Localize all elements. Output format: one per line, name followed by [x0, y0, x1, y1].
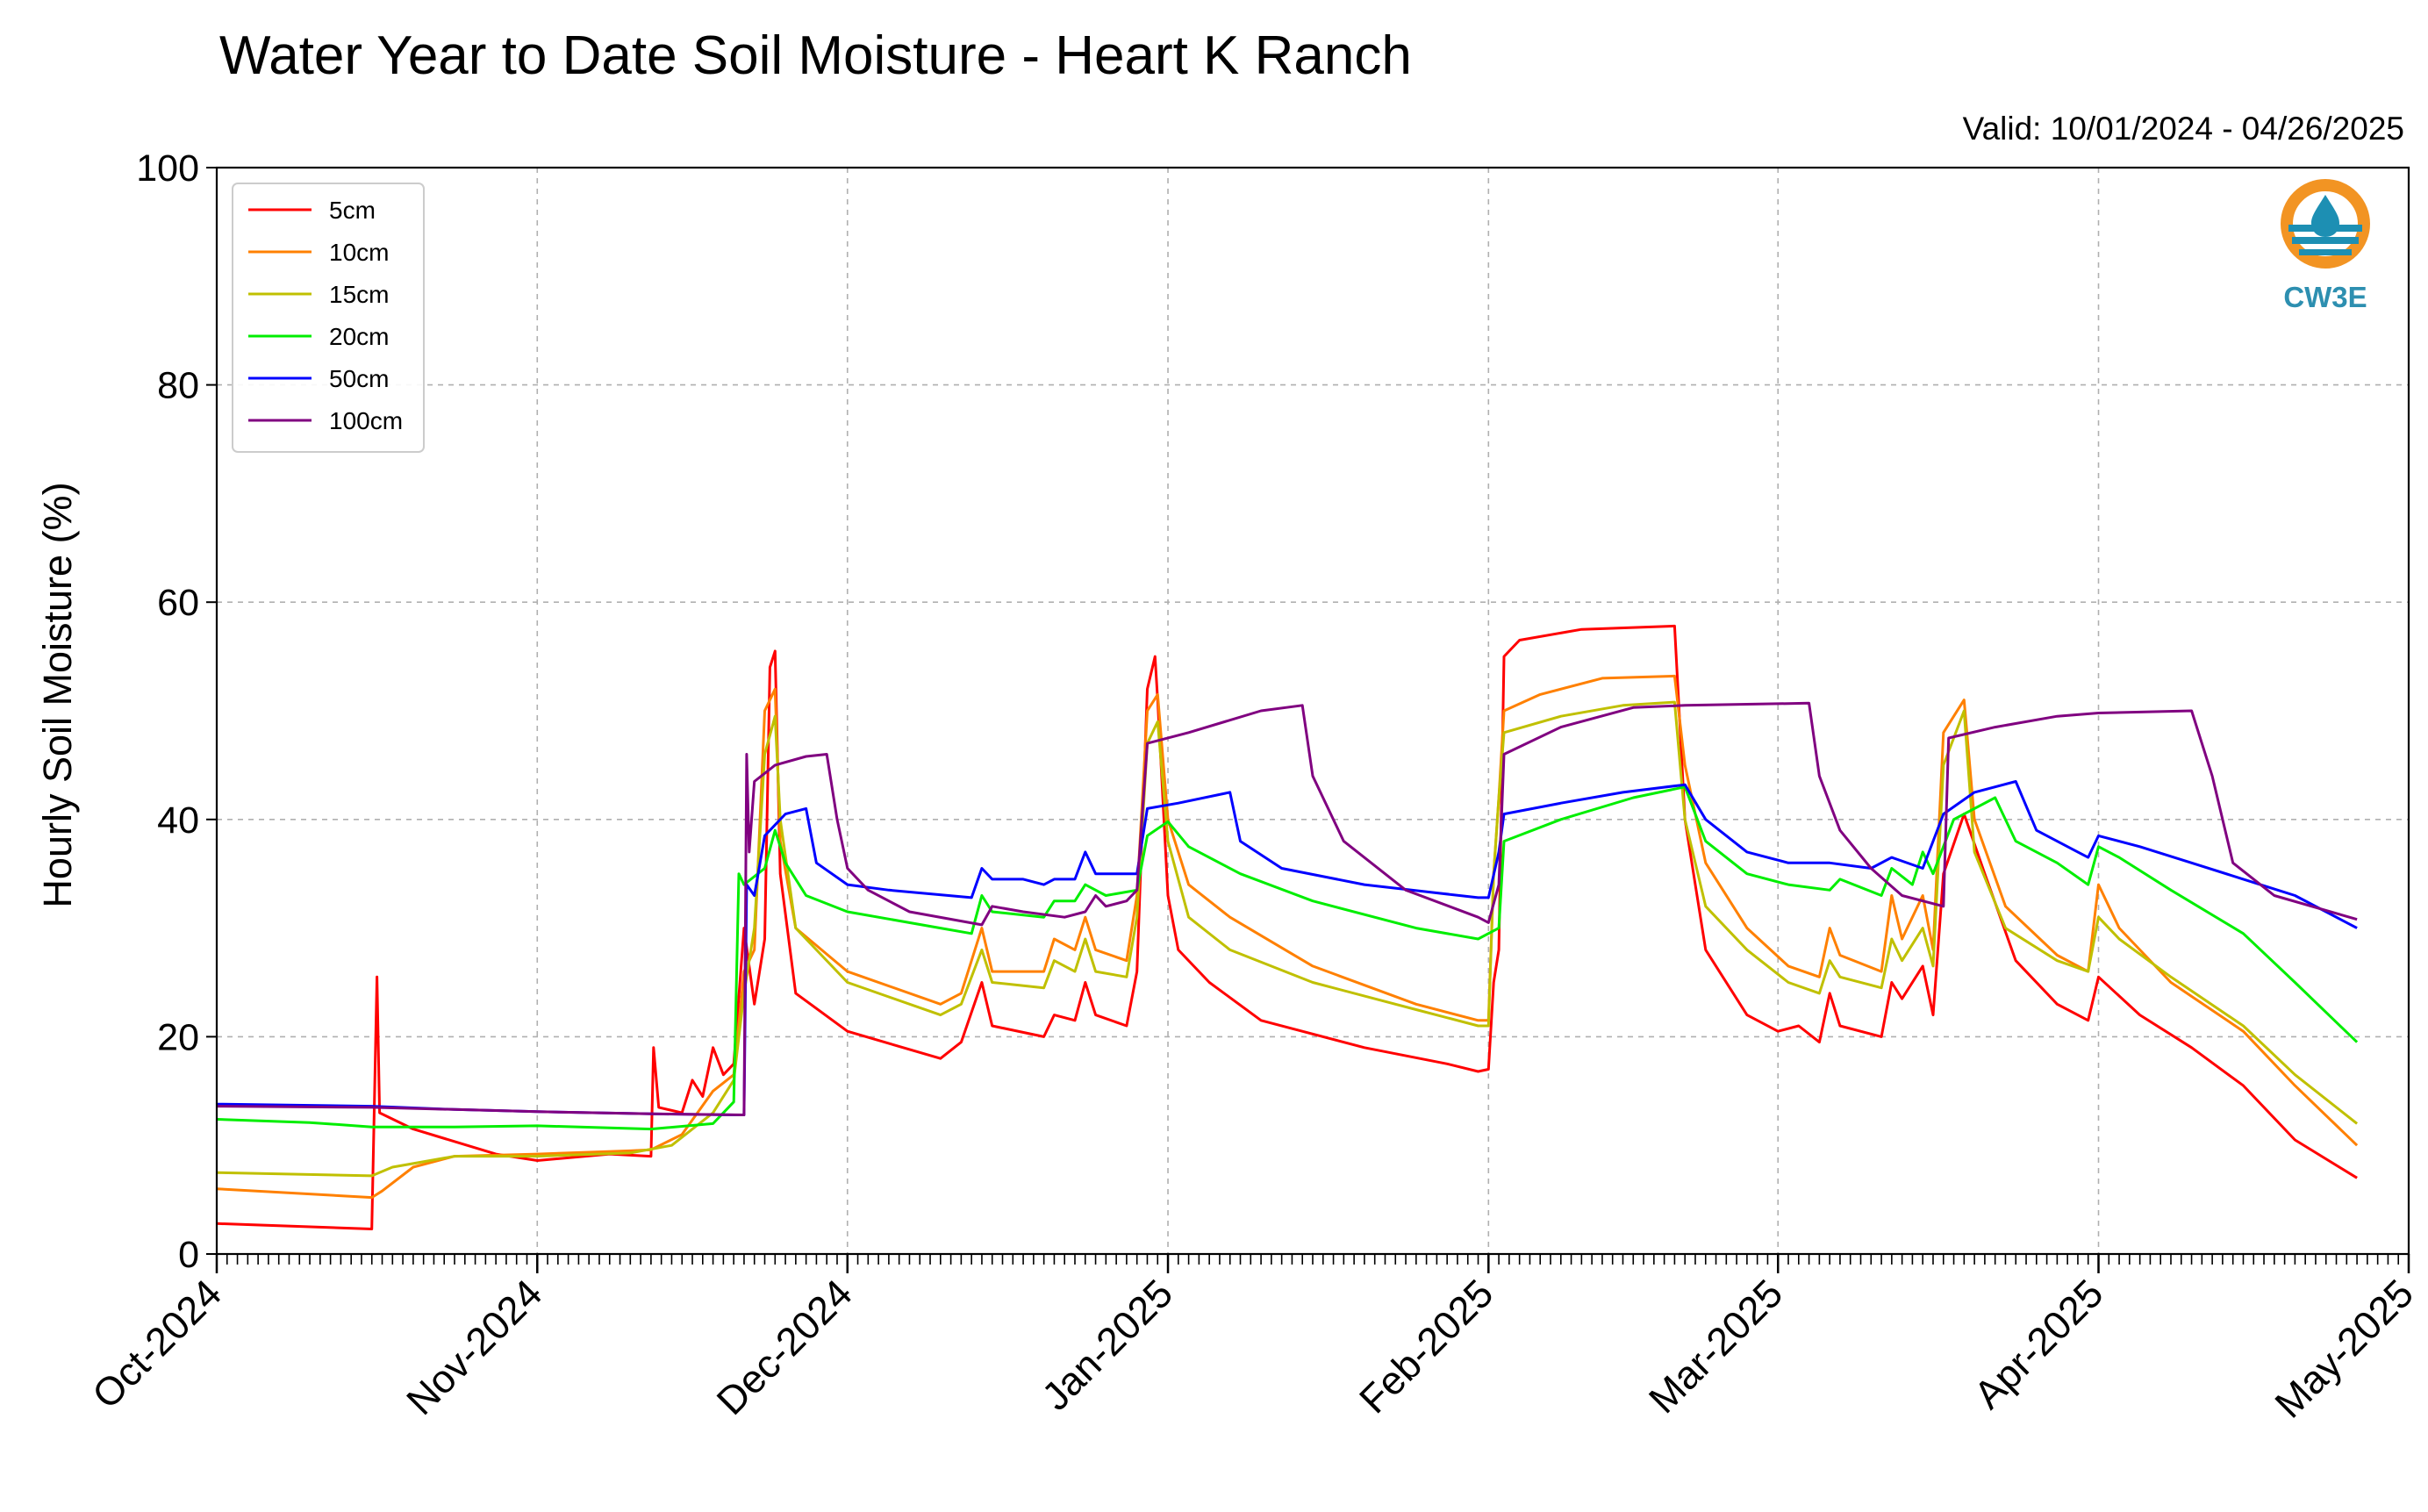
- legend-label-50cm: 50cm: [329, 365, 389, 392]
- logo-wave: [2299, 249, 2352, 255]
- water-drop-icon: [2311, 195, 2339, 237]
- y-tick-label: 0: [178, 1234, 199, 1276]
- y-tick-label: 40: [157, 799, 199, 842]
- x-tick-label: Jan-2025: [1033, 1271, 1181, 1419]
- chart-title: Water Year to Date Soil Moisture - Heart…: [219, 25, 1412, 86]
- legend-label-20cm: 20cm: [329, 323, 389, 350]
- y-tick-label: 80: [157, 365, 199, 407]
- series-line-100cm: [216, 701, 2358, 1116]
- logo-text: CW3E: [2283, 281, 2367, 313]
- x-tick-label: May-2025: [2267, 1271, 2423, 1427]
- series-line-20cm: [216, 785, 2359, 1131]
- x-tick-label: Feb-2025: [1350, 1271, 1501, 1422]
- series-line-5cm: [216, 624, 2358, 1230]
- x-tick-label: Dec-2024: [708, 1271, 861, 1423]
- x-tick-label: Mar-2025: [1640, 1271, 1791, 1422]
- y-axis-label: Hourly Soil Moisture (%): [35, 482, 80, 908]
- x-tick-label: Nov-2024: [398, 1271, 550, 1423]
- y-tick-label: 100: [136, 147, 199, 190]
- logo-wave: [2292, 237, 2359, 244]
- legend-label-10cm: 10cm: [329, 239, 389, 266]
- valid-date-range: Valid: 10/01/2024 - 04/26/2025: [1962, 111, 2404, 147]
- logo-ring: [2281, 179, 2370, 269]
- series-lines: [216, 624, 2359, 1230]
- legend: 5cm 10cm 15cm 20cm 50cm 100cm: [232, 183, 425, 453]
- legend-label-15cm: 15cm: [329, 281, 389, 308]
- legend-label-5cm: 5cm: [329, 197, 376, 224]
- y-tick-label: 20: [157, 1016, 199, 1058]
- x-tick-label: Apr-2025: [1966, 1271, 2112, 1417]
- series-line-50cm: [216, 780, 2358, 1116]
- plot-frame: [215, 166, 2410, 1256]
- grid-lines: [216, 167, 2410, 1255]
- axes: 0 20 40 60 80 100 Oct-2024 Nov-2024 Dec-2024 Jan-…: [83, 147, 2422, 1427]
- cw3e-logo: CW3E: [2281, 179, 2370, 313]
- x-tick-label: Oct-2024: [83, 1271, 230, 1417]
- y-tick-label: 60: [157, 582, 199, 624]
- legend-label-100cm: 100cm: [329, 407, 403, 434]
